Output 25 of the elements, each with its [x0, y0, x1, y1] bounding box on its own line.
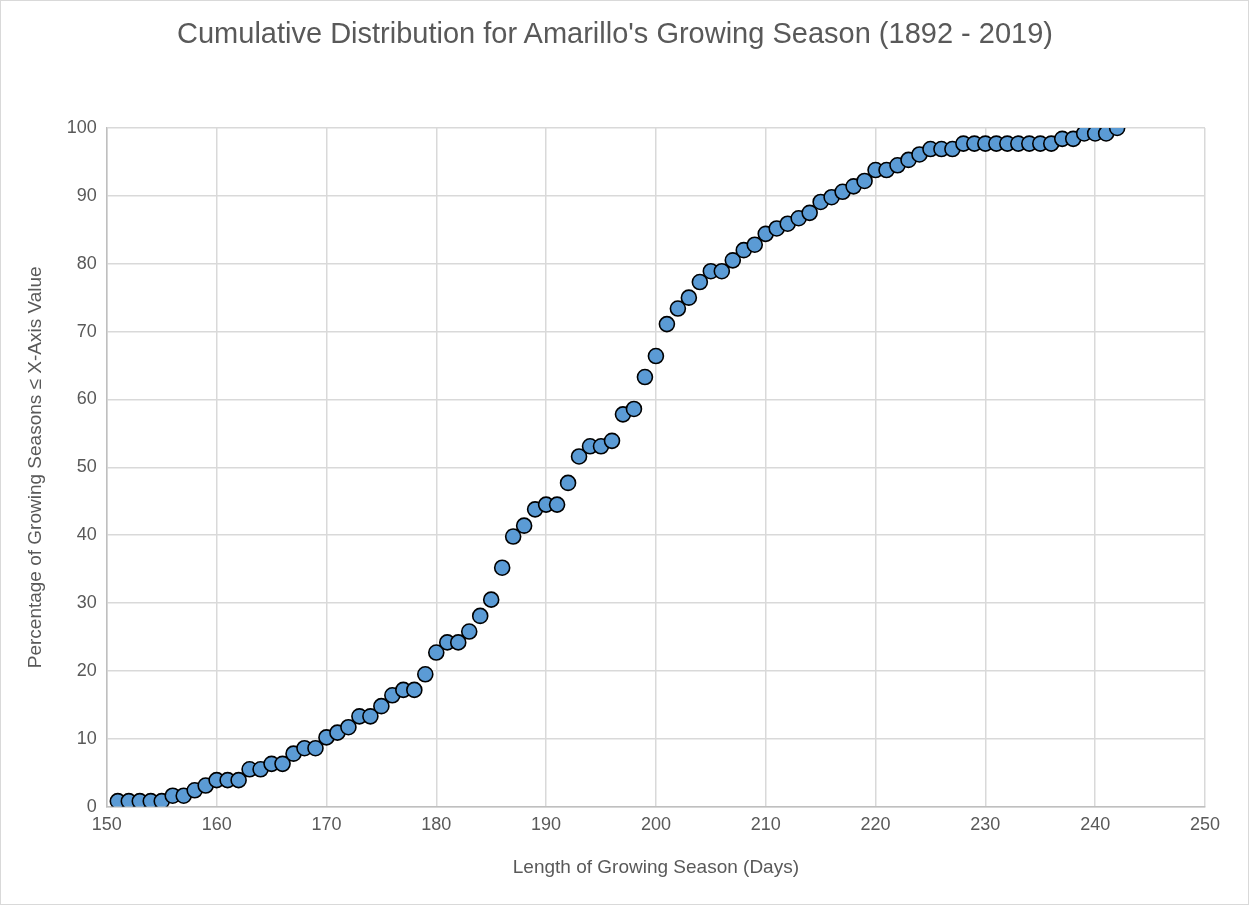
chart-title: Cumulative Distribution for Amarillo's Growing Season (1892 - 2019): [176, 16, 1054, 51]
x-tick-label: 170: [311, 814, 342, 835]
y-tick-label: 30: [76, 591, 97, 612]
x-tick-label: 180: [421, 814, 452, 835]
y-tick-label: 20: [76, 659, 97, 680]
x-axis-title: Length of Growing Season (Days): [512, 855, 800, 877]
y-tick-label: 90: [76, 184, 97, 205]
x-tick-label: 200: [640, 814, 671, 835]
x-tick-label: 190: [531, 814, 562, 835]
y-tick-label: 100: [66, 116, 97, 137]
y-axis-title: Percentage of Growing Seasons ≤ X-Axis Value: [23, 266, 45, 669]
x-tick-label: 210: [750, 814, 781, 835]
y-tick-label: 50: [76, 456, 97, 477]
x-tick-label: 230: [970, 814, 1001, 835]
x-tick-label: 240: [1080, 814, 1111, 835]
x-tick-label: 160: [201, 814, 232, 835]
x-tick-label: 220: [860, 814, 891, 835]
y-tick-label: 0: [86, 795, 97, 816]
y-tick-label: 70: [76, 320, 97, 341]
y-tick-label: 60: [76, 388, 97, 409]
y-tick-label: 80: [76, 252, 97, 273]
y-tick-label: 10: [76, 727, 97, 748]
y-tick-label: 40: [76, 524, 97, 545]
x-tick-label: 150: [91, 814, 122, 835]
x-tick-label: 250: [1189, 814, 1221, 835]
